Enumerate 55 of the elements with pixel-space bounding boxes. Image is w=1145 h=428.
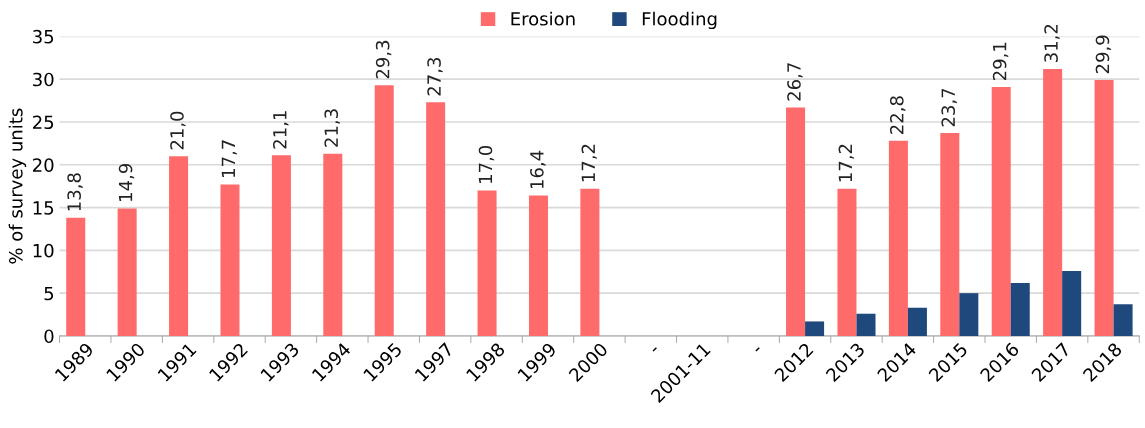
bar <box>271 155 291 336</box>
y-axis-title: % of survey units <box>8 108 27 264</box>
bar <box>1094 80 1114 336</box>
bar <box>1062 270 1082 336</box>
data-label: 31,2 <box>1044 24 1060 62</box>
bar <box>426 102 446 336</box>
data-label: 13,8 <box>67 173 83 211</box>
legend-label: Flooding <box>642 11 717 30</box>
data-label: 21,0 <box>170 111 186 150</box>
data-label: 17,0 <box>478 145 495 183</box>
y-tick-label: 0 <box>44 329 54 344</box>
bar <box>477 190 497 336</box>
bar <box>66 217 86 336</box>
data-label: 21,3 <box>324 109 340 147</box>
bar <box>837 188 857 336</box>
data-label: 17,7 <box>221 140 238 177</box>
bar <box>1043 68 1063 336</box>
y-tick-label: 20 <box>33 158 54 172</box>
bar <box>323 153 343 336</box>
y-tick-label: 25 <box>33 115 54 130</box>
y-tick-label: 35 <box>33 29 54 44</box>
bar <box>940 133 960 336</box>
y-tick-label: 5 <box>44 286 54 301</box>
data-label: 27,3 <box>427 57 443 96</box>
bar <box>169 156 189 336</box>
bar <box>959 293 979 336</box>
data-label: 29,9 <box>1095 35 1112 74</box>
bar <box>1113 304 1133 336</box>
data-label: 17,2 <box>581 144 597 182</box>
bar <box>856 313 876 336</box>
bar <box>580 188 600 336</box>
bar <box>117 208 137 336</box>
y-tick-label: 30 <box>33 72 54 87</box>
bar <box>888 140 908 336</box>
bar <box>991 86 1011 336</box>
y-tick-label: 15 <box>33 201 54 215</box>
bar <box>805 321 825 336</box>
bar <box>374 85 394 336</box>
data-label: 16,4 <box>530 150 546 189</box>
bar <box>1010 282 1030 336</box>
data-label: 23,7 <box>941 88 957 127</box>
data-label: 26,7 <box>787 63 803 101</box>
legend-label: Erosion <box>511 11 575 26</box>
data-label: 29,3 <box>375 40 392 79</box>
data-label: 22,8 <box>889 96 906 134</box>
data-label: 29,1 <box>992 42 1009 81</box>
bar <box>786 107 806 336</box>
data-label: 21,1 <box>272 111 289 149</box>
y-tick-label: 10 <box>33 243 54 258</box>
data-label: 17,2 <box>838 144 855 182</box>
data-label: 14,9 <box>118 163 135 201</box>
x-tick-label: - <box>755 347 760 352</box>
bar <box>907 307 927 336</box>
bar <box>528 195 548 336</box>
bar <box>220 184 240 336</box>
